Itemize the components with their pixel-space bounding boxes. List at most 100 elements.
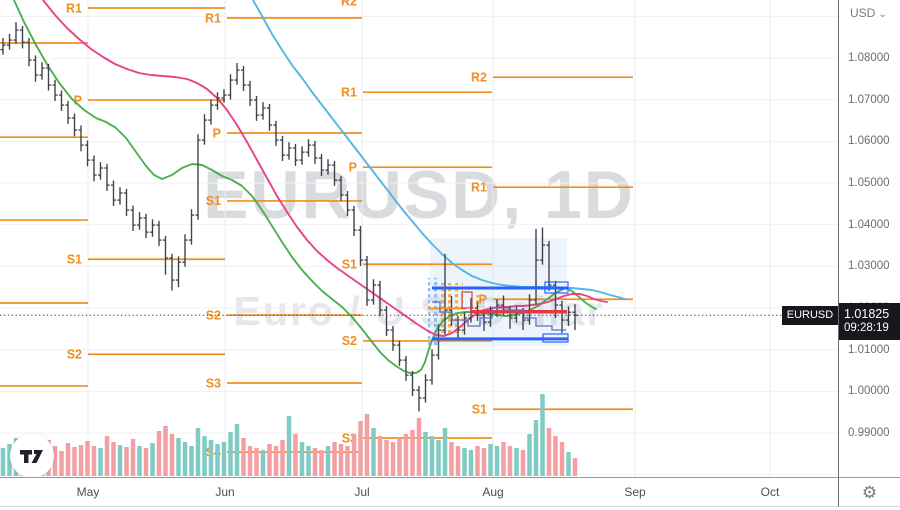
tradingview-logo[interactable] [10,434,54,478]
volume-bar [169,434,175,476]
volume-bar [221,442,227,476]
pivot-label-s3: S3 [206,376,221,390]
pivot-label-r2: R2 [341,0,357,8]
volume-bar [182,442,188,476]
price-tick-label: 1.07000 [848,93,890,106]
currency-label: USD [850,6,876,20]
volume-bar [540,394,545,476]
price-tick-label: 1.06000 [848,135,890,148]
volume-bar [416,418,422,476]
currency-dropdown[interactable]: USD ⌄ [850,6,887,20]
volume-bar [189,446,194,476]
ma-slow-cyan [252,0,626,300]
volume-bar [137,446,142,476]
volume-bar [208,440,214,476]
volume-bar [338,444,344,476]
volume-bar [111,442,116,476]
last-price-symbol-tag: EURUSD [782,306,838,325]
volume-bar [488,444,493,476]
moving-average-lines [13,0,626,374]
volume-bar [351,434,357,476]
volume-bar [156,431,162,476]
volume-bar [215,444,220,476]
pivot-label-s2: S2 [67,348,82,362]
volume-bar [72,447,77,476]
volume-bar [520,450,526,476]
time-tick-label-jul: Jul [354,485,370,499]
volume-bar [234,424,240,476]
pivot-label-r1: R1 [341,85,357,99]
volume-bar [273,446,279,476]
volume-bar [390,442,396,476]
pivot-label-r1: R1 [205,11,221,25]
volume-bar [260,450,266,476]
ma-fast-green [13,0,597,374]
price-tick-label: 1.03000 [848,260,890,273]
volume-bar [475,446,480,476]
time-axis[interactable]: May Jun Jul Aug Sep Oct [0,477,838,507]
volume-bar [319,450,324,476]
volume-bar [312,448,318,476]
pivot-label-r1: R1 [471,180,487,194]
time-tick-label-jun: Jun [215,485,235,499]
volume-bar [429,436,435,476]
volume-bar [358,421,363,476]
volume-bar [572,458,578,476]
volume-bar [306,446,311,476]
volume-bar [241,438,246,476]
tradingview-logo-glyph [20,450,43,463]
volume-bar [501,442,506,476]
volume-bar [559,442,565,476]
time-tick-label-aug: Aug [482,485,504,499]
volume-bar [280,440,285,476]
volume-bar [384,440,389,476]
volume-bar [143,448,149,476]
price-axis[interactable]: USD ⌄ 1.08000 1.07000 1.06000 1.05000 1.04000… [838,0,900,477]
time-tick-label-may: May [76,485,100,499]
chevron-down-icon: ⌄ [878,9,887,20]
timezone-settings-cell[interactable]: ⚙ [838,477,900,507]
last-price-time: 09:28:19 [844,322,889,334]
price-tick-label: 1.05000 [848,177,890,189]
drawn-outline-box [461,291,473,309]
pivot-label-s2: S2 [206,308,221,322]
volume-bar [468,450,474,476]
volume-bar [98,448,103,476]
volume-bar [254,448,259,476]
volume-bar [52,446,58,476]
ma-mid-pink [42,0,608,337]
volume-bar [533,420,539,476]
volume-bar [104,436,110,476]
pivot-label-s1: S1 [472,403,487,417]
volume-bar [267,444,272,476]
volume-bar [364,414,370,476]
pivot-label-s1: S1 [67,253,82,267]
candlestick-series [0,22,578,412]
volume-bar [507,446,513,476]
volume-bar [228,432,233,476]
pivot-label-s2: S2 [342,334,357,348]
volume-bar [7,444,12,476]
volume-bar [410,430,415,476]
volume-bar [150,443,155,476]
volume-bar [481,448,487,476]
volume-bar [345,446,350,476]
volume-bar [455,446,461,476]
chart-pane[interactable]: R1PS1S2R1PS1S2S3S4R2R1PS1S2S3R2R1PS1 [0,0,838,477]
last-price-box: 1.01825 09:28:19 [839,303,900,340]
volume-bar [527,434,532,476]
drawn-outline-box [542,333,569,343]
price-tick-label: 1.04000 [848,218,890,231]
last-price-value: 1.01825 [844,307,890,321]
volume-bar [247,446,253,476]
price-tick-label: 0.99000 [848,427,890,439]
price-tick-label: 1.01000 [848,343,890,356]
volume-bar [65,443,71,476]
annotation-lines [428,281,569,343]
volume-bar [91,446,97,476]
volume-bar [514,448,519,476]
pivot-label-s1: S1 [206,194,221,208]
volume-bar [195,428,201,476]
drawn-outline-box [544,281,569,294]
